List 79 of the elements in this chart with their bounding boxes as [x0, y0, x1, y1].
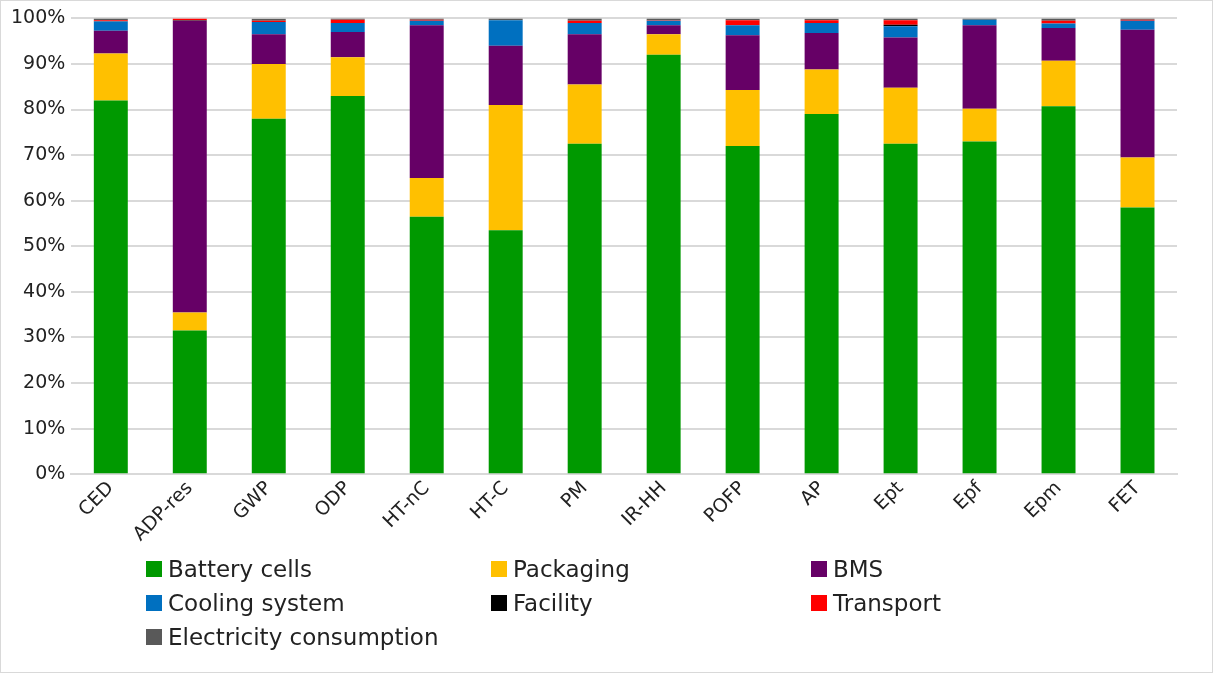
bar	[93, 100, 128, 474]
bar	[330, 22, 365, 33]
bar	[1041, 60, 1076, 107]
bar	[330, 95, 365, 474]
y-tick-label: 50%	[23, 233, 66, 256]
bar	[488, 20, 523, 46]
bar	[883, 20, 918, 25]
bar	[804, 22, 839, 33]
bar	[409, 216, 444, 474]
y-tick-label: 70%	[23, 142, 66, 165]
bar	[646, 25, 681, 35]
bar	[93, 30, 128, 54]
legend-label: Packaging	[513, 556, 630, 582]
bar	[93, 21, 128, 31]
bar	[1120, 157, 1155, 208]
bar	[567, 34, 602, 85]
legend-label: Cooling system	[168, 590, 345, 616]
bar	[251, 118, 286, 474]
legend-label: Facility	[513, 590, 593, 616]
bar	[409, 177, 444, 217]
y-tick-label: 30%	[23, 324, 66, 347]
x-tick-label: AP	[795, 476, 828, 509]
y-tick-label: 10%	[23, 415, 66, 438]
bar	[172, 20, 207, 313]
y-tick-label: 100%	[10, 5, 66, 28]
bar	[93, 53, 128, 101]
bar	[488, 230, 523, 474]
bar	[567, 22, 602, 35]
bar	[646, 34, 681, 55]
bar	[1041, 27, 1076, 61]
bar	[488, 45, 523, 105]
bar	[172, 330, 207, 474]
legend-label: Electricity consumption	[168, 624, 439, 650]
bar	[804, 69, 839, 115]
bar	[1120, 29, 1155, 158]
bar	[962, 141, 997, 474]
bar	[1041, 23, 1076, 28]
legend-label: Battery cells	[168, 556, 312, 582]
bar	[883, 87, 918, 144]
bar	[883, 37, 918, 88]
x-tick-label: Epf	[948, 475, 987, 514]
bar	[567, 84, 602, 144]
y-tick-label: 20%	[23, 369, 66, 392]
y-tick-label: 0%	[35, 461, 66, 484]
bar	[1120, 207, 1155, 474]
legend-label: Transport	[833, 590, 941, 616]
y-tick-label: 40%	[23, 278, 66, 301]
bar	[962, 19, 997, 26]
bar	[962, 25, 997, 109]
x-tick-label: PM	[555, 476, 591, 512]
bar	[725, 146, 760, 474]
legend-label: BMS	[833, 556, 884, 582]
bar	[251, 63, 286, 119]
bar	[883, 143, 918, 474]
bar	[725, 89, 760, 147]
bar	[567, 143, 602, 474]
bar	[804, 32, 839, 70]
y-tick-label: 80%	[23, 96, 66, 119]
bar	[725, 20, 760, 26]
bar	[1120, 20, 1155, 30]
bar	[883, 26, 918, 38]
x-tick-label: Ept	[869, 476, 907, 514]
bar	[251, 22, 286, 35]
bar	[488, 105, 523, 231]
y-tick-label: 60%	[23, 187, 66, 210]
bar	[330, 57, 365, 96]
bar	[804, 114, 839, 474]
bar	[646, 20, 681, 26]
bar	[330, 32, 365, 58]
bar	[646, 54, 681, 474]
bar	[962, 108, 997, 142]
bar	[251, 34, 286, 64]
bar	[725, 25, 760, 36]
bar	[409, 25, 444, 178]
bar	[725, 35, 760, 90]
x-tick-label: CED	[73, 476, 118, 520]
y-tick-label: 90%	[23, 50, 66, 73]
bar	[1041, 106, 1076, 474]
bar	[172, 312, 207, 331]
